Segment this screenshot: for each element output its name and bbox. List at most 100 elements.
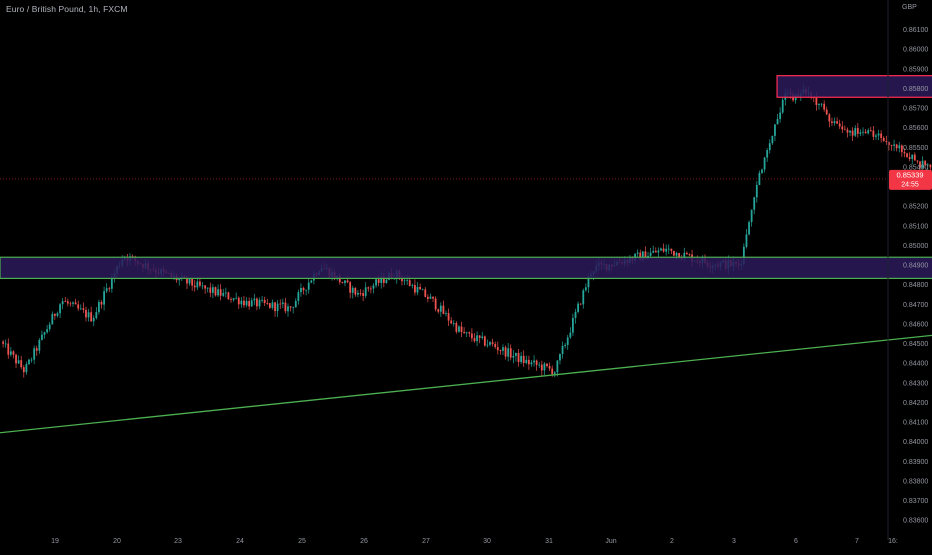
candle-body-down xyxy=(522,355,525,364)
candle-body-down xyxy=(535,360,538,366)
candle-body-up xyxy=(110,277,113,289)
candle-body-down xyxy=(579,303,582,305)
candle-body-down xyxy=(890,144,893,146)
candle-body-up xyxy=(481,336,484,338)
candle-body-down xyxy=(517,352,520,363)
price-tick-label: 0.84000 xyxy=(903,439,928,446)
time-tick-label: 3 xyxy=(732,538,736,545)
candle-body-up xyxy=(833,121,836,123)
candle-body-up xyxy=(411,285,414,286)
candle-body-up xyxy=(779,112,782,119)
time-tick-label: 7 xyxy=(855,538,859,545)
candle-body-up xyxy=(818,103,820,105)
candle-body-down xyxy=(69,303,72,305)
candle-body-up xyxy=(46,329,49,333)
candle-body-down xyxy=(828,114,831,122)
price-tick-label: 0.84100 xyxy=(903,420,928,427)
candle-body-up xyxy=(445,313,447,314)
ascending-trendline[interactable] xyxy=(0,172,932,439)
price-tick-label: 0.85400 xyxy=(903,164,928,171)
candle-body-down xyxy=(455,323,458,332)
candle-body-down xyxy=(836,121,839,124)
candle-body-up xyxy=(385,279,388,283)
candle-body-down xyxy=(426,296,429,299)
price-tick-label: 0.83900 xyxy=(903,459,928,466)
candle-body-up xyxy=(587,276,590,288)
candle-body-down xyxy=(354,287,357,295)
candle-body-up xyxy=(561,346,564,355)
candle-body-up xyxy=(559,354,561,361)
candle-body-down xyxy=(546,363,548,367)
candle-body-down xyxy=(362,293,365,296)
candle-body-down xyxy=(662,248,665,252)
candle-body-up xyxy=(564,344,567,347)
time-tick-label: 20 xyxy=(113,538,121,545)
price-tick-label: 0.85100 xyxy=(903,223,928,230)
candle-body-up xyxy=(4,343,7,345)
candle-body-down xyxy=(880,133,883,138)
candle-body-down xyxy=(414,285,416,293)
candle-body-down xyxy=(823,103,826,110)
candle-body-up xyxy=(196,281,199,288)
candle-body-down xyxy=(540,364,543,371)
price-tick-label: 0.84400 xyxy=(903,361,928,368)
candle-body-down xyxy=(230,299,232,301)
candle-body-up xyxy=(584,287,587,291)
candle-body-up xyxy=(300,287,302,293)
candle-body-up xyxy=(357,292,359,295)
price-tick-label: 0.84600 xyxy=(903,321,928,328)
candle-body-down xyxy=(191,278,194,286)
time-tick-label: 31 xyxy=(545,538,553,545)
candle-body-up xyxy=(820,103,823,105)
candle-body-down xyxy=(82,308,85,310)
price-axis[interactable]: 0.86100 0.86000 0.85900 0.85800 0.85700 0.856… xyxy=(903,27,928,525)
candle-body-up xyxy=(72,302,74,304)
symbol-title[interactable]: Euro / British Pound, 1h, FXCM xyxy=(6,4,128,14)
candle-body-down xyxy=(460,326,463,333)
candle-body-up xyxy=(271,302,274,308)
candle-body-down xyxy=(382,276,385,283)
candle-body-down xyxy=(670,248,673,251)
candle-body-down xyxy=(268,303,271,308)
time-axis[interactable]: 19 20 23 24 25 26 27 30 31 Jun 2 3 6 7 16: xyxy=(51,538,898,545)
candle-body-up xyxy=(48,324,51,330)
candle-body-up xyxy=(250,300,253,307)
candle-body-up xyxy=(224,292,227,294)
candle-body-up xyxy=(776,118,779,125)
candle-body-up xyxy=(105,288,108,292)
candle-body-down xyxy=(302,287,305,291)
candle-body-up xyxy=(406,280,409,282)
candle-body-down xyxy=(903,151,906,154)
candle-body-down xyxy=(74,302,77,305)
candle-body-up xyxy=(33,348,36,360)
candle-body-down xyxy=(838,123,841,127)
candle-body-up xyxy=(51,313,54,325)
candle-body-up xyxy=(351,287,354,293)
candle-body-down xyxy=(377,279,380,283)
candle-body-down xyxy=(548,366,551,369)
upper-resistance-zone[interactable] xyxy=(776,75,932,98)
candle-body-down xyxy=(924,160,927,166)
candle-body-up xyxy=(364,287,367,296)
candle-body-up xyxy=(17,360,20,364)
candle-body-up xyxy=(763,157,766,170)
candle-body-down xyxy=(199,281,201,286)
candle-body-down xyxy=(100,302,103,305)
lower-support-zone[interactable] xyxy=(0,256,932,280)
candle-body-down xyxy=(359,292,362,294)
candle-body-up xyxy=(859,132,862,134)
currency-label: GBP xyxy=(902,4,917,11)
candle-body-up xyxy=(240,300,243,305)
candle-body-up xyxy=(520,355,523,363)
candle-body-down xyxy=(882,137,885,142)
candle-body-up xyxy=(660,248,662,251)
candle-body-up xyxy=(512,355,515,358)
price-tick-label: 0.84500 xyxy=(903,341,928,348)
candle-body-up xyxy=(287,306,289,312)
candle-body-down xyxy=(885,141,888,142)
candle-body-up xyxy=(429,296,432,299)
price-badge-value: 0.85339 xyxy=(896,170,923,179)
candle-body-up xyxy=(926,164,929,166)
